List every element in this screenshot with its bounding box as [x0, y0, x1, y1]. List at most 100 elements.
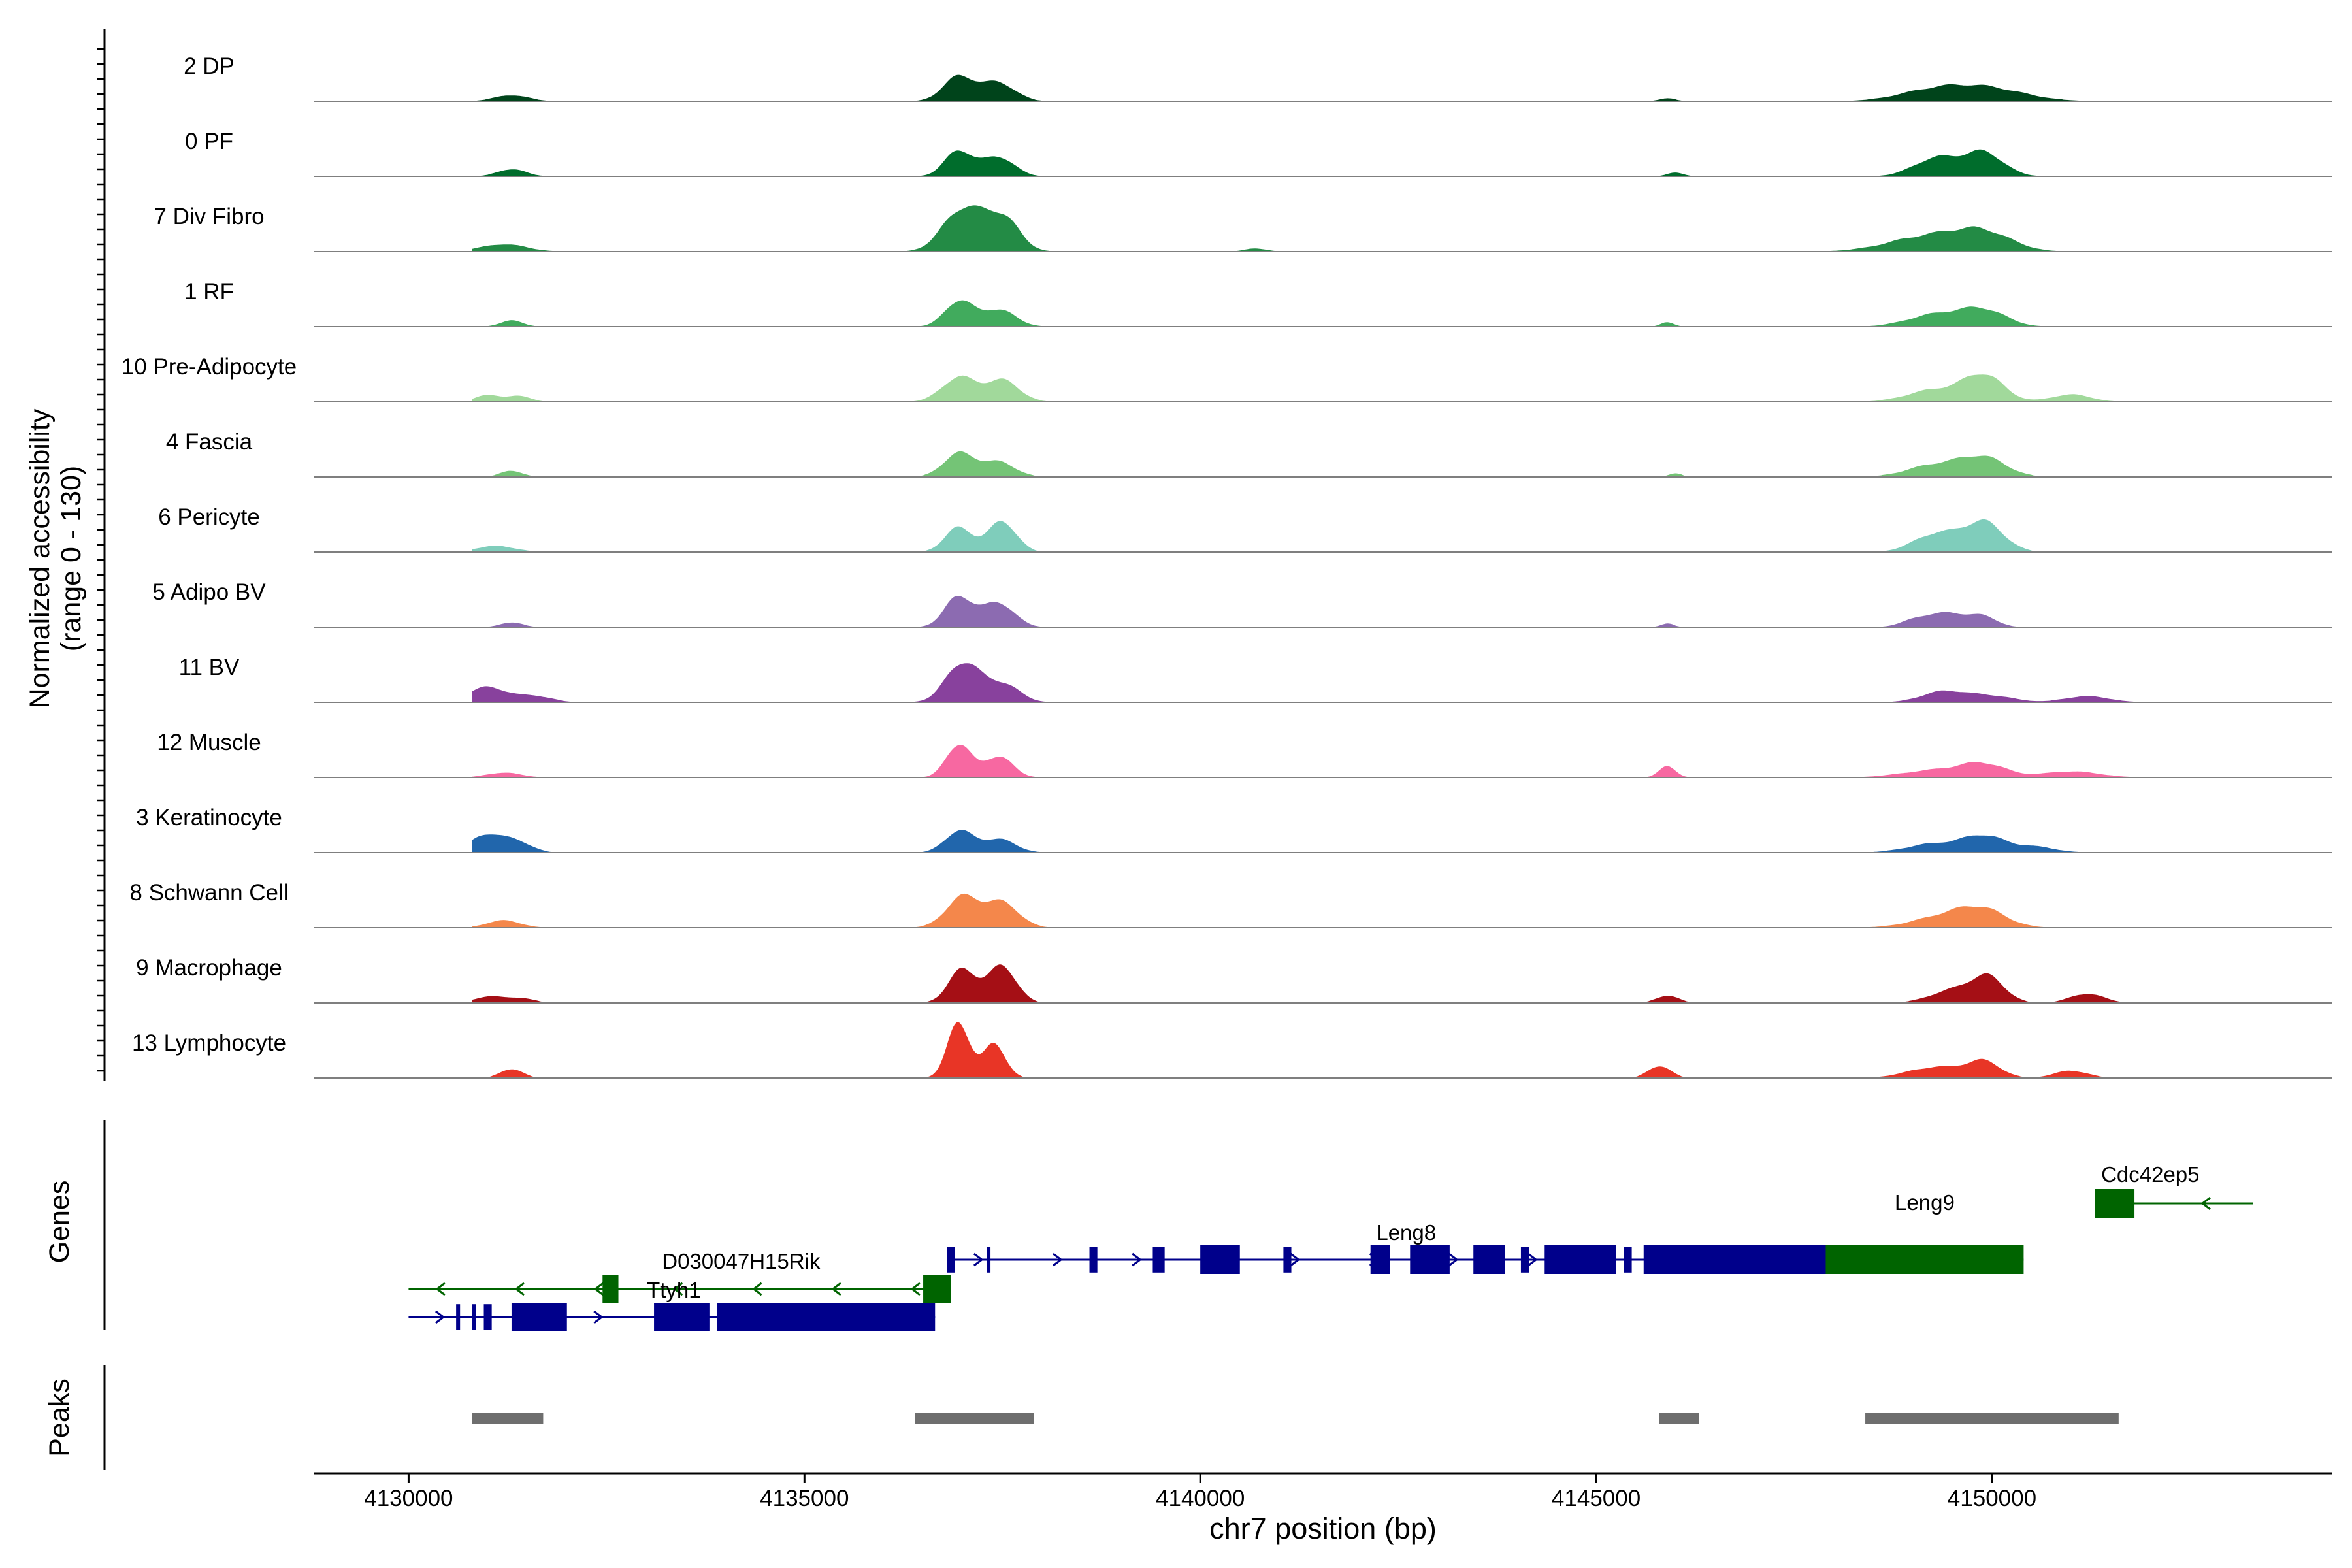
gene-exon: [472, 1304, 476, 1330]
track-label: 7 Div Fibro: [154, 204, 264, 229]
strand-arrow: [831, 1282, 841, 1296]
gene-exon: [654, 1303, 710, 1331]
strand-arrow: [752, 1282, 762, 1296]
coverage-area: [472, 149, 2214, 176]
gene-cdc42ep5: Cdc42ep5: [2095, 1162, 2253, 1218]
coverage-area: [472, 964, 2214, 1003]
x-tick-label: 4135000: [760, 1486, 849, 1511]
track-label: 4 Fascia: [166, 429, 253, 455]
x-axis-title: chr7 position (bp): [1209, 1512, 1437, 1545]
peak-bar: [472, 1413, 544, 1424]
gene-exon: [2095, 1189, 2135, 1218]
track-13-lymphocyte: 13 Lymphocyte: [132, 1022, 2332, 1079]
track-label: 12 Muscle: [157, 730, 261, 755]
gene-exon: [1544, 1245, 1616, 1274]
track-label: 9 Macrophage: [136, 955, 282, 981]
coverage-area: [472, 519, 2214, 552]
gene-exon: [1643, 1245, 1850, 1274]
track-9-macrophage: 9 Macrophage: [136, 955, 2332, 1004]
strand-arrow: [973, 1252, 984, 1267]
x-tick-label: 4145000: [1552, 1486, 1641, 1511]
gene-exon: [511, 1303, 567, 1331]
track-label: 6 Pericyte: [158, 504, 260, 530]
genes-panel-label: Genes: [44, 1181, 75, 1264]
track-0-pf: 0 PF: [185, 129, 2332, 177]
gene-label: Leng9: [1895, 1190, 1955, 1215]
gene-exon: [1624, 1247, 1632, 1273]
track-10-pre-adipocyte: 10 Pre-Adipocyte: [122, 354, 2332, 402]
coverage-area: [472, 596, 2214, 627]
track-label: 2 DP: [184, 54, 235, 79]
gene-exon: [1089, 1247, 1098, 1273]
strand-arrow: [1448, 1252, 1459, 1267]
track-label: 8 Schwann Cell: [129, 880, 288, 906]
y-axis: [97, 29, 106, 1081]
strand-arrow: [1132, 1252, 1142, 1267]
coverage-area: [472, 74, 2214, 101]
track-7-div-fibro: 7 Div Fibro: [154, 204, 2332, 252]
peaks-panel-label: Peaks: [44, 1379, 75, 1457]
peaks-panel: [103, 1365, 2119, 1470]
x-tick-label: 4140000: [1156, 1486, 1245, 1511]
coverage-area: [472, 663, 2214, 702]
gene-label: Ttyh1: [647, 1278, 701, 1302]
coverage-area: [472, 300, 2214, 327]
strand-arrow: [2200, 1196, 2212, 1211]
strand-arrow: [434, 1310, 446, 1324]
peak-bar: [1865, 1413, 2119, 1424]
coverage-area: [472, 205, 2214, 252]
track-5-adipo-bv: 5 Adipo BV: [152, 580, 2332, 628]
strand-arrow: [1527, 1252, 1538, 1267]
gene-exon: [602, 1275, 619, 1303]
gene-exon: [1152, 1247, 1165, 1273]
gene-exon: [1370, 1245, 1390, 1274]
gene-ttyh1: Ttyh1: [408, 1278, 936, 1331]
gene-exon: [717, 1303, 936, 1331]
gene-exon: [1520, 1247, 1529, 1273]
gene-label: Leng8: [1376, 1220, 1436, 1245]
coverage-area: [472, 374, 2214, 402]
x-tick-label: 4130000: [364, 1486, 453, 1511]
strand-arrow: [593, 1310, 604, 1324]
gene-leng9: Leng9: [1825, 1190, 2024, 1274]
strand-arrow: [593, 1282, 604, 1296]
strand-arrow: [514, 1282, 525, 1296]
gene-exon: [1825, 1245, 2024, 1274]
track-1-rf: 1 RF: [184, 279, 2332, 327]
gene-label: Cdc42ep5: [2101, 1162, 2199, 1186]
y-axis-subtitle: (range 0 - 130): [56, 466, 87, 651]
gene-exon: [1200, 1245, 1240, 1274]
gene-annotation-panel: D030047H15Rik Ttyh1 Leng8 Leng9 Cdc42ep5: [103, 1120, 2253, 1331]
gene-label: D030047H15Rik: [662, 1249, 821, 1273]
track-6-pericyte: 6 Pericyte: [158, 504, 2332, 553]
peak-bar: [915, 1413, 1034, 1424]
track-label: 1 RF: [184, 279, 234, 304]
strand-arrow: [672, 1282, 683, 1296]
gene-exon: [947, 1247, 955, 1273]
x-axis: 4130000 4135000 4140000 4145000 4150000: [314, 1472, 2332, 1511]
coverage-tracks: 2 DP 0 PF 7 Div Fibro 1 RF 10 Pre-Adipocyte 4…: [122, 54, 2332, 1079]
gene-exon: [987, 1247, 991, 1273]
track-label: 5 Adipo BV: [152, 580, 266, 605]
gene-leng8: Leng8: [947, 1220, 1850, 1274]
track-2-dp: 2 DP: [184, 54, 2332, 102]
strand-arrow: [1290, 1252, 1301, 1267]
coverage-area: [472, 830, 2214, 853]
track-label: 13 Lymphocyte: [132, 1030, 286, 1056]
coverage-area: [472, 893, 2214, 928]
strand-arrow: [435, 1282, 446, 1296]
coverage-area: [472, 745, 2214, 777]
x-tick-label: 4150000: [1948, 1486, 2036, 1511]
track-11-bv: 11 BV: [179, 655, 2332, 703]
track-label: 0 PF: [185, 129, 233, 154]
gene-exon: [1283, 1247, 1292, 1273]
gene-d030047h15rik: D030047H15Rik: [408, 1249, 951, 1303]
coverage-area: [472, 1022, 2214, 1078]
gene-exon: [1410, 1245, 1450, 1274]
y-axis-title: Normalized accessibility: [24, 408, 56, 708]
gene-exon: [483, 1304, 492, 1330]
gene-exon: [456, 1304, 461, 1330]
gene-exon: [923, 1275, 951, 1303]
track-label: 3 Keratinocyte: [136, 805, 282, 830]
track-4-fascia: 4 Fascia: [166, 429, 2332, 478]
